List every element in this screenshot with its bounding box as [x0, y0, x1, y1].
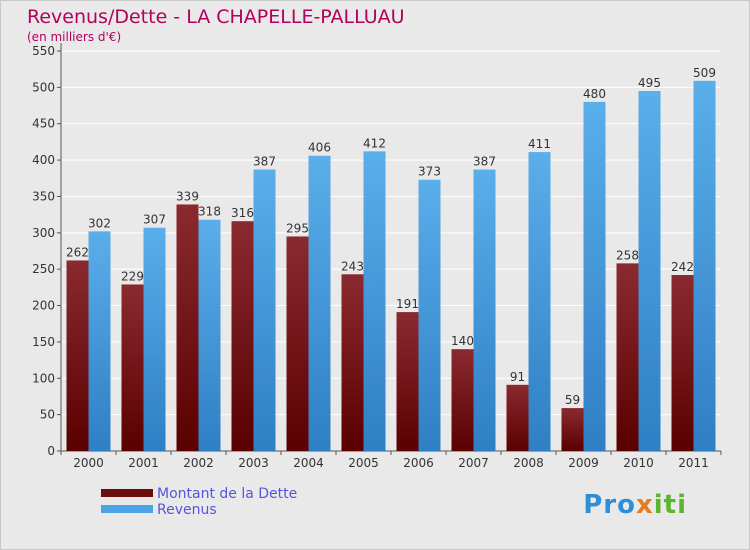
bar-revenue	[418, 179, 441, 451]
data-label-debt: 258	[616, 248, 639, 262]
y-tick-label: 150	[32, 335, 55, 349]
y-tick-label: 350	[32, 189, 55, 203]
bar-revenue	[308, 155, 331, 451]
data-label-debt: 262	[66, 245, 89, 259]
y-tick-label: 0	[47, 444, 55, 458]
y-tick-label: 50	[40, 408, 55, 422]
bar-debt	[671, 275, 694, 451]
data-label-revenue: 318	[198, 205, 221, 219]
data-label-debt: 316	[231, 206, 254, 220]
y-tick-label: 100	[32, 371, 55, 385]
data-label-revenue: 412	[363, 136, 386, 150]
y-tick-label: 250	[32, 262, 55, 276]
y-tick-label: 500	[32, 80, 55, 94]
data-label-revenue: 387	[253, 155, 276, 169]
y-tick-label: 300	[32, 226, 55, 240]
bar-revenue	[363, 151, 386, 451]
data-label-revenue: 307	[143, 213, 166, 227]
bar-debt	[616, 263, 639, 451]
legend-item-debt: Montant de la Dette	[101, 486, 297, 502]
data-label-debt: 140	[451, 334, 474, 348]
y-tick-label: 550	[32, 44, 55, 58]
bar-revenue	[583, 101, 606, 451]
data-label-revenue: 373	[418, 165, 441, 179]
bar-revenue	[143, 227, 166, 451]
bar-debt	[506, 384, 529, 451]
data-label-revenue: 495	[638, 76, 661, 90]
data-labels: 262 302 229 307 339 318 316 387 295 406 243 412 191 3…	[66, 66, 716, 407]
data-label-debt: 191	[396, 297, 419, 311]
x-tick-label: 2001	[128, 456, 159, 470]
data-label-debt: 295	[286, 221, 309, 235]
bar-revenue	[88, 231, 111, 451]
legend-swatch-debt	[101, 489, 153, 497]
chart-subtitle: (en milliers d'€)	[27, 30, 122, 44]
x-tick-label: 2002	[183, 456, 214, 470]
data-label-debt: 59	[565, 393, 580, 407]
bar-revenue	[638, 91, 661, 451]
legend-swatch-revenue	[101, 505, 153, 513]
data-label-debt: 229	[121, 269, 144, 283]
legend-label-revenue: Revenus	[157, 502, 217, 518]
x-tick-label: 2009	[568, 456, 599, 470]
x-tick-label: 2000	[73, 456, 104, 470]
x-tick-label: 2006	[403, 456, 434, 470]
bar-debt	[66, 260, 89, 451]
data-label-revenue: 411	[528, 137, 551, 151]
x-tick-label: 2005	[348, 456, 379, 470]
data-label-revenue: 387	[473, 155, 496, 169]
data-label-debt: 242	[671, 260, 694, 274]
y-tick-label: 400	[32, 153, 55, 167]
bar-debt	[396, 312, 419, 451]
bar-debt	[451, 349, 474, 451]
data-label-debt: 243	[341, 259, 364, 273]
bar-revenue	[473, 169, 496, 451]
y-tick-label: 450	[32, 117, 55, 131]
proxiti-logo: Proxiti	[583, 490, 687, 520]
legend: Montant de la Dette Revenus	[101, 486, 297, 518]
bar-revenue	[198, 219, 221, 451]
legend-item-revenue: Revenus	[101, 502, 297, 518]
axes: 0 50 100 150 200 250 300 350 400 450 500 550 2000 200…	[32, 43, 722, 470]
bar-debt	[231, 221, 254, 451]
bar-debt	[176, 204, 199, 451]
x-tick-label: 2007	[458, 456, 489, 470]
x-tick-label: 2011	[678, 456, 709, 470]
y-tick-label: 200	[32, 299, 55, 313]
legend-label-debt: Montant de la Dette	[157, 486, 298, 502]
chart-title: Revenus/Dette - LA CHAPELLE-PALLUAU	[27, 6, 405, 28]
bars	[66, 80, 716, 452]
x-tick-label: 2003	[238, 456, 269, 470]
x-tick-label: 2010	[623, 456, 654, 470]
data-label-debt: 91	[510, 370, 525, 384]
data-label-debt: 339	[176, 189, 199, 203]
bar-debt	[286, 236, 309, 451]
x-tick-label: 2004	[293, 456, 324, 470]
bar-revenue	[693, 80, 716, 452]
data-label-revenue: 480	[583, 87, 606, 101]
bar-debt	[121, 284, 144, 451]
data-label-revenue: 406	[308, 141, 331, 155]
bar-revenue	[253, 169, 276, 451]
bar-revenue	[528, 152, 551, 451]
grid-lines	[61, 50, 721, 452]
bar-debt	[341, 274, 364, 451]
data-label-revenue: 509	[693, 66, 716, 80]
data-label-revenue: 302	[88, 216, 111, 230]
bar-debt	[561, 408, 584, 451]
x-tick-label: 2008	[513, 456, 544, 470]
